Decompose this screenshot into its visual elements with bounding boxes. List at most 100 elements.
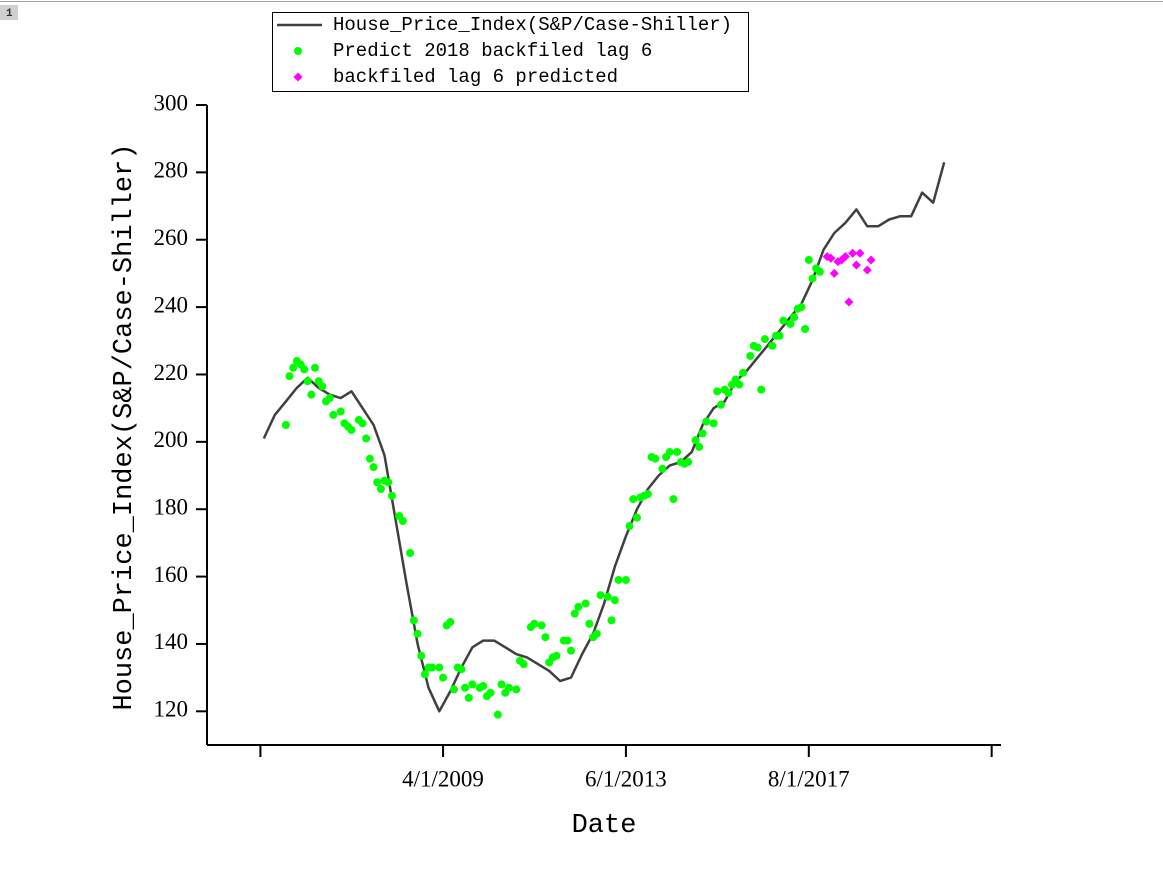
circle-marker bbox=[493, 710, 502, 719]
circle-marker bbox=[709, 419, 718, 428]
circle-marker bbox=[596, 591, 605, 600]
x-tick-label: 6/1/2013 bbox=[585, 766, 667, 791]
circle-marker bbox=[570, 609, 579, 618]
circle-marker bbox=[695, 442, 704, 451]
diamond-marker bbox=[826, 253, 836, 263]
circle-marker bbox=[724, 389, 733, 397]
circle-marker bbox=[464, 693, 473, 702]
diamond-marker bbox=[848, 248, 858, 258]
circle-marker bbox=[504, 683, 513, 692]
y-axis-title: House_Price_Index(S&P/Case-Shiller) bbox=[110, 143, 140, 710]
x-tick-label: 8/1/2017 bbox=[768, 766, 850, 791]
diamond-marker bbox=[829, 268, 839, 278]
circle-marker bbox=[815, 267, 824, 276]
circle-marker bbox=[376, 485, 385, 493]
circle-marker bbox=[567, 646, 576, 655]
circle-marker bbox=[300, 365, 309, 374]
circle-marker bbox=[387, 491, 396, 500]
circle-marker bbox=[486, 688, 495, 697]
circle-marker bbox=[329, 410, 338, 419]
circle-marker bbox=[537, 621, 546, 630]
circle-marker bbox=[790, 313, 799, 322]
legend-box bbox=[272, 12, 749, 92]
circle-marker bbox=[808, 274, 817, 283]
circle-marker bbox=[365, 454, 374, 463]
y-tick-label: 220 bbox=[154, 360, 189, 385]
circle-marker bbox=[574, 602, 583, 611]
circle-marker bbox=[643, 490, 652, 499]
circle-marker bbox=[358, 419, 367, 428]
circle-marker bbox=[651, 454, 660, 463]
circle-marker bbox=[698, 429, 707, 438]
circle-marker bbox=[673, 447, 682, 456]
y-tick-label: 120 bbox=[154, 697, 189, 722]
circle-marker bbox=[610, 596, 619, 605]
circle-marker bbox=[552, 651, 561, 660]
circle-marker bbox=[307, 390, 316, 399]
circle-marker bbox=[585, 619, 594, 628]
circle-marker bbox=[775, 331, 784, 340]
circle-marker bbox=[519, 660, 528, 669]
circle-marker bbox=[446, 618, 455, 627]
diamond-marker bbox=[851, 260, 861, 270]
diamond-marker bbox=[866, 255, 876, 265]
circle-marker bbox=[541, 633, 550, 642]
circle-marker bbox=[614, 575, 623, 584]
y-tick-label: 280 bbox=[154, 158, 189, 183]
diamond-marker bbox=[837, 255, 847, 265]
y-tick-label: 300 bbox=[154, 90, 189, 115]
circle-marker bbox=[581, 599, 590, 608]
circle-marker bbox=[336, 407, 345, 416]
circle-marker bbox=[347, 426, 356, 435]
circle-marker bbox=[428, 663, 437, 672]
circle-marker bbox=[435, 663, 444, 672]
circle-marker bbox=[413, 629, 422, 638]
circle-marker bbox=[417, 651, 426, 660]
circle-marker bbox=[285, 372, 294, 381]
circle-marker bbox=[658, 464, 667, 473]
circle-marker bbox=[629, 495, 638, 504]
circle-marker bbox=[479, 682, 488, 691]
y-tick-label: 240 bbox=[154, 292, 189, 317]
circle-marker bbox=[804, 255, 813, 264]
circle-marker bbox=[669, 495, 678, 504]
legend-label: House_Price_Index(S&P/Case-Shiller) bbox=[333, 14, 732, 36]
circle-marker bbox=[449, 685, 458, 694]
circle-marker bbox=[757, 385, 766, 394]
y-tick-label: 140 bbox=[154, 629, 189, 654]
circle-marker bbox=[739, 368, 748, 377]
circle-marker bbox=[797, 303, 806, 312]
circle-marker bbox=[310, 363, 319, 372]
page-tab bbox=[0, 5, 18, 20]
circle-marker bbox=[369, 463, 378, 472]
circle-marker bbox=[461, 683, 470, 692]
circle-marker bbox=[691, 436, 700, 445]
circle-marker bbox=[684, 458, 693, 467]
circle-marker bbox=[398, 517, 407, 525]
x-tick-label: 4/1/2009 bbox=[402, 766, 484, 791]
circle-marker bbox=[457, 665, 466, 674]
circle-marker bbox=[325, 394, 334, 403]
circle-marker bbox=[409, 616, 418, 625]
circle-marker bbox=[779, 316, 788, 325]
circle-marker bbox=[439, 673, 448, 682]
legend-swatch bbox=[293, 72, 303, 82]
circle-marker bbox=[318, 382, 327, 391]
circle-marker bbox=[384, 478, 393, 487]
circle-marker bbox=[362, 434, 371, 443]
circle-marker bbox=[530, 619, 539, 628]
circle-marker bbox=[786, 319, 795, 328]
series-line bbox=[262, 161, 946, 713]
circle-marker bbox=[592, 629, 601, 638]
page-tab-label: 1 bbox=[6, 8, 13, 20]
circle-marker bbox=[768, 341, 777, 350]
circle-marker bbox=[702, 417, 711, 426]
circle-marker bbox=[420, 670, 429, 679]
circle-marker bbox=[281, 421, 290, 429]
circle-marker bbox=[632, 513, 641, 522]
y-tick-label: 160 bbox=[154, 562, 189, 587]
circle-marker bbox=[512, 685, 521, 694]
diamond-marker bbox=[840, 252, 850, 262]
diamond-marker bbox=[844, 297, 854, 307]
